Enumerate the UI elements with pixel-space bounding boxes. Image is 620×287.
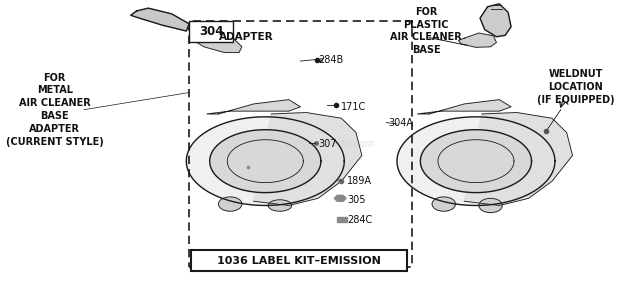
Polygon shape (397, 117, 555, 205)
Polygon shape (192, 31, 242, 53)
Polygon shape (207, 100, 301, 114)
Text: FOR
METAL
AIR CLEANER
BASE
ADAPTER
(CURRENT STYLE): FOR METAL AIR CLEANER BASE ADAPTER (CURR… (6, 73, 104, 147)
Text: 305: 305 (347, 195, 366, 205)
Polygon shape (464, 113, 572, 205)
Ellipse shape (268, 200, 291, 211)
Text: 1036 LABEL KIT–EMISSION: 1036 LABEL KIT–EMISSION (217, 256, 381, 266)
Ellipse shape (432, 197, 456, 211)
Polygon shape (458, 33, 497, 47)
Polygon shape (186, 117, 344, 205)
Polygon shape (334, 195, 346, 201)
Text: eReplacementParts.com: eReplacementParts.com (255, 139, 374, 149)
Ellipse shape (218, 197, 242, 211)
Polygon shape (420, 130, 531, 193)
Text: 304: 304 (199, 25, 223, 38)
Bar (337, 217, 347, 222)
Text: 171C: 171C (342, 102, 366, 112)
Polygon shape (417, 100, 511, 114)
FancyBboxPatch shape (189, 21, 233, 42)
FancyBboxPatch shape (191, 250, 407, 271)
Text: ADAPTER: ADAPTER (218, 32, 273, 42)
Polygon shape (210, 130, 321, 193)
Polygon shape (254, 113, 362, 205)
Text: 189A: 189A (347, 176, 372, 186)
Text: ø: ø (317, 57, 323, 63)
Text: ø: ø (336, 178, 340, 183)
Ellipse shape (479, 198, 502, 213)
Polygon shape (131, 8, 189, 31)
Text: 307: 307 (318, 139, 337, 149)
Text: FOR
PLASTIC
AIR CLEANER
BASE: FOR PLASTIC AIR CLEANER BASE (391, 7, 462, 55)
Text: 304A: 304A (388, 118, 413, 127)
Polygon shape (480, 4, 511, 37)
Text: 284C: 284C (347, 215, 373, 225)
Text: 284B: 284B (318, 55, 343, 65)
Text: WELDNUT
LOCATION
(IF EQUIPPED): WELDNUT LOCATION (IF EQUIPPED) (537, 69, 614, 104)
